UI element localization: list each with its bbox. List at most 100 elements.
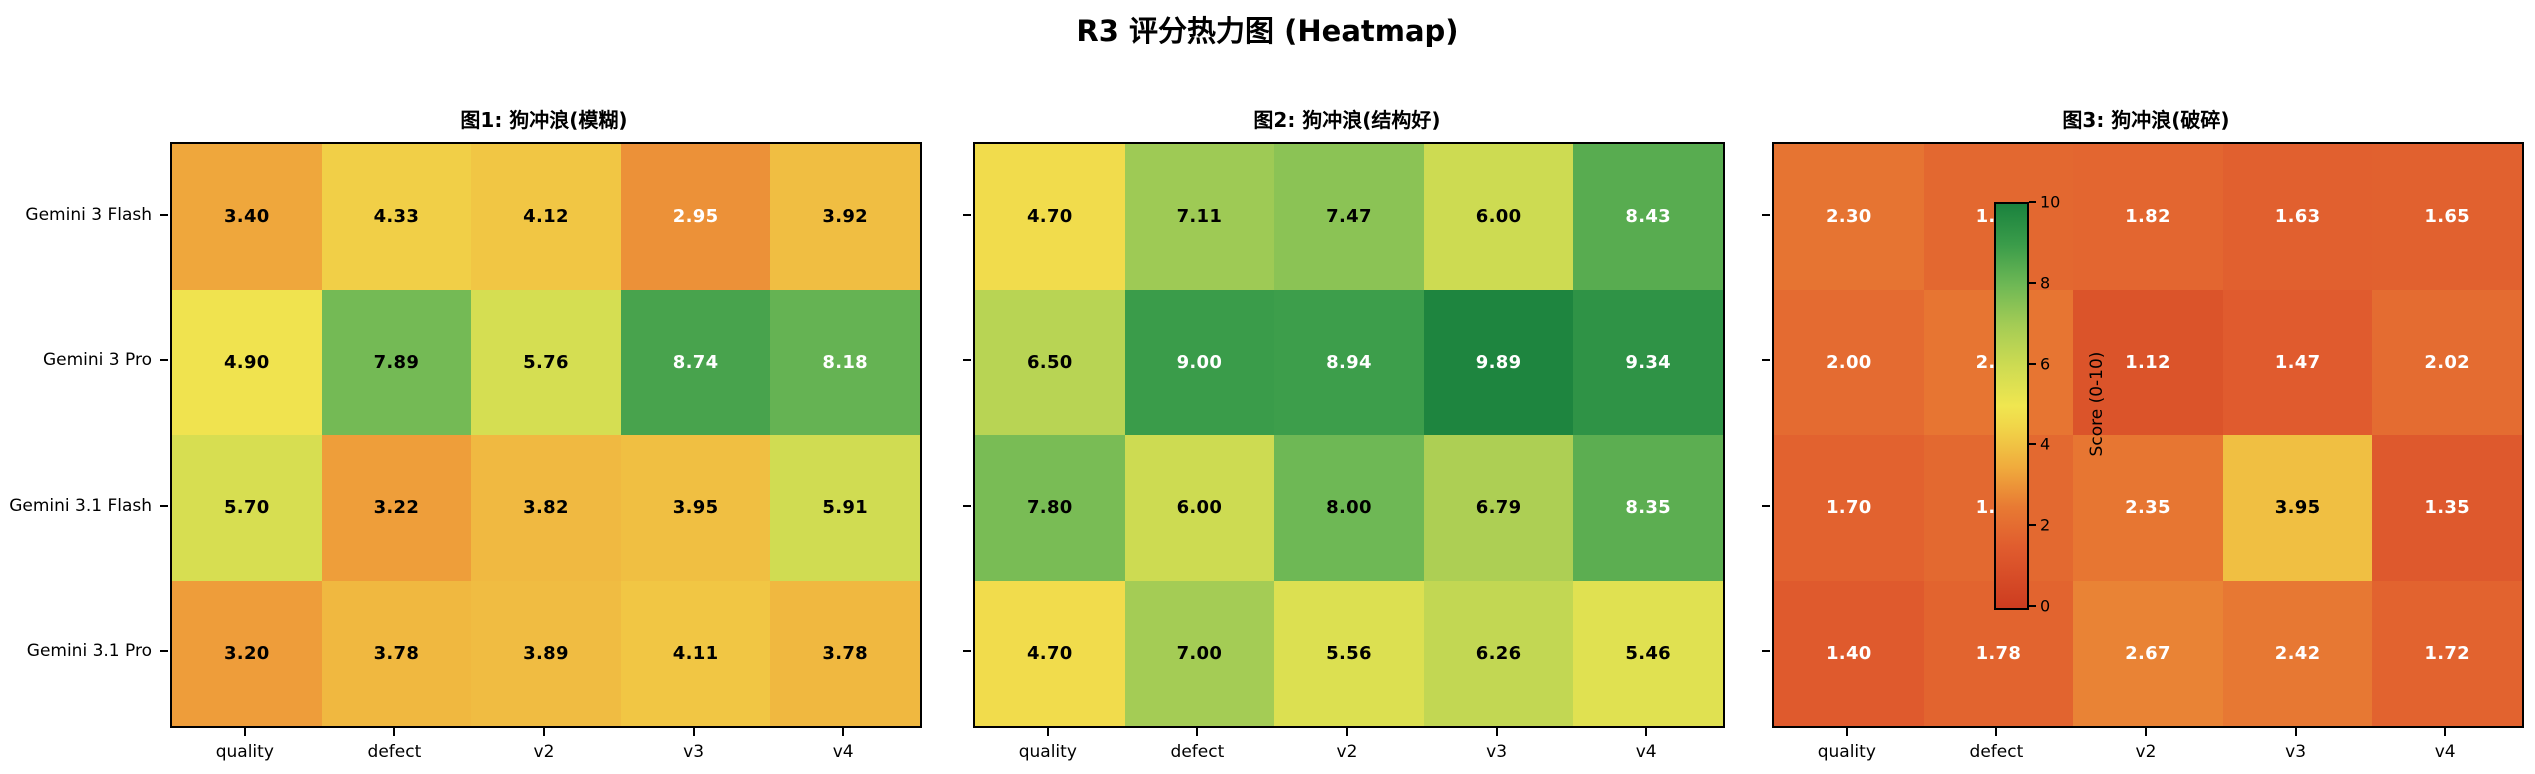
x-tick-label: v2: [533, 742, 555, 762]
heatmap-cell: 3.78: [321, 580, 472, 726]
heatmap-cell: 2.67: [2073, 580, 2223, 726]
heatmap-cell: 4.90: [172, 289, 322, 435]
heatmap-cell: 7.80: [975, 435, 1125, 581]
heatmap-cell: 2.95: [620, 144, 771, 290]
heatmap-cell: 5.46: [1573, 580, 1723, 726]
y-tick-mark: [963, 504, 971, 507]
heatmap-cell: 9.00: [1124, 289, 1275, 435]
y-tick-mark: [160, 213, 168, 216]
x-tick-mark: [842, 728, 845, 736]
y-tick-mark: [160, 504, 168, 507]
heatmap-axes: 2.30 1.90 1.82 1.63 1.65 2.00 2.32 1.12 1.47 2.02…: [1772, 142, 2524, 728]
heatmap-grid: 3.40 4.33 4.12 2.95 3.92 4.90 7.89 5.76 8.74 8.18…: [172, 144, 920, 726]
heatmap-cell: 1.65: [2372, 144, 2522, 290]
heatmap-cell: 6.79: [1423, 435, 1574, 581]
heatmap-cell: 9.89: [1423, 289, 1574, 435]
heatmap-cell: 2.30: [1774, 144, 1924, 290]
heatmap-cell: 4.33: [321, 144, 472, 290]
x-tick-mark: [2145, 728, 2147, 736]
x-tick-mark: [1346, 728, 1348, 736]
y-tick-label: Gemini 3 Pro: [42, 350, 152, 371]
heatmap-cell: 8.00: [1274, 435, 1424, 581]
x-tick-label: v4: [832, 742, 854, 762]
chart-title: R3 评分热力图 (Heatmap): [1076, 14, 1459, 48]
subplot-title: 图2: 狗冲浪(结构好): [1253, 108, 1441, 132]
heatmap-cell: 5.56: [1274, 580, 1424, 726]
heatmap-cell: 4.70: [975, 144, 1125, 290]
x-tick-mark: [692, 728, 695, 736]
x-tick-label: defect: [367, 742, 422, 762]
heatmap-cell: 1.70: [1774, 435, 1924, 581]
heatmap-cell: 1.90: [1923, 144, 2074, 290]
heatmap-cell: 2.02: [2372, 289, 2522, 435]
heatmap-cell: 6.00: [1124, 435, 1275, 581]
heatmap-cell: 1.35: [2372, 435, 2522, 581]
heatmap-cell: 8.18: [770, 289, 920, 435]
y-tick-label: Gemini 3.1 Pro: [26, 641, 152, 662]
heatmap-cell: 8.74: [620, 289, 771, 435]
heatmap-cell: 5.91: [770, 435, 920, 581]
heatmap-cell: 6.00: [1423, 144, 1574, 290]
x-tick-mark: [1196, 728, 1199, 736]
x-tick-mark: [543, 728, 545, 736]
x-tick-mark: [1995, 728, 1998, 736]
y-tick-mark: [1762, 213, 1770, 216]
x-tick-label: v4: [1635, 742, 1657, 762]
x-tick-mark: [1495, 728, 1498, 736]
y-tick-label: Gemini 3.1 Flash: [9, 495, 152, 516]
heatmap-grid: 4.70 7.11 7.47 6.00 8.43 6.50 9.00 8.94 9.89 9.34…: [975, 144, 1723, 726]
x-tick-mark: [243, 728, 246, 736]
heatmap-cell: 1.82: [2073, 144, 2223, 290]
y-tick-mark: [963, 359, 971, 362]
y-tick-mark: [1762, 359, 1770, 362]
y-tick-mark: [1762, 650, 1770, 653]
heatmap-cell: 1.78: [1923, 580, 2074, 726]
heatmap-cell: 7.89: [321, 289, 472, 435]
y-tick-mark: [160, 359, 168, 362]
heatmap-cell: 1.72: [2372, 580, 2522, 726]
heatmap-cell: 2.35: [2073, 435, 2223, 581]
heatmap-cell: 6.26: [1423, 580, 1574, 726]
heatmap-axes: 4.70 7.11 7.47 6.00 8.43 6.50 9.00 8.94 9.89 9.34…: [973, 142, 1725, 728]
x-tick-label: quality: [215, 742, 274, 762]
heatmap-cell: 2.42: [2222, 580, 2373, 726]
heatmap-cell: 1.12: [2073, 289, 2223, 435]
y-tick-mark: [963, 213, 971, 216]
subplot-title: 图3: 狗冲浪(破碎): [2062, 108, 2230, 132]
x-tick-mark: [2294, 728, 2297, 736]
heatmap-cell: 3.40: [172, 144, 322, 290]
heatmap-grid: 2.30 1.90 1.82 1.63 1.65 2.00 2.32 1.12 1.47 2.02…: [1774, 144, 2522, 726]
x-tick-label: quality: [1817, 742, 1876, 762]
heatmap-cell: 2.32: [1923, 289, 2074, 435]
y-tick-mark: [160, 650, 168, 653]
heatmap-cell: 3.82: [471, 435, 621, 581]
heatmap-cell: 7.00: [1124, 580, 1275, 726]
heatmap-cell: 4.12: [471, 144, 621, 290]
heatmap-cell: 4.11: [620, 580, 771, 726]
heatmap-cell: 3.20: [172, 580, 322, 726]
heatmap-cell: 3.89: [471, 580, 621, 726]
heatmap-cell: 5.76: [471, 289, 621, 435]
x-tick-mark: [2444, 728, 2447, 736]
y-tick-mark: [1762, 504, 1770, 507]
x-tick-mark: [1845, 728, 1848, 736]
x-tick-label: quality: [1018, 742, 1077, 762]
x-tick-label: v3: [683, 742, 705, 762]
heatmap-cell: 8.35: [1573, 435, 1723, 581]
heatmap-cell: 2.00: [1774, 289, 1924, 435]
heatmap-cell: 8.94: [1274, 289, 1424, 435]
heatmap-cell: 1.47: [2222, 289, 2373, 435]
heatmap-cell: 7.47: [1274, 144, 1424, 290]
y-tick-label: Gemini 3 Flash: [25, 204, 152, 225]
heatmap-cell: 8.43: [1573, 144, 1723, 290]
heatmap-cell: 3.22: [321, 435, 472, 581]
heatmap-cell: 1.93: [1923, 435, 2074, 581]
heatmap-cell: 7.11: [1124, 144, 1275, 290]
heatmap-cell: 3.95: [2222, 435, 2373, 581]
x-tick-mark: [1046, 728, 1049, 736]
heatmap-cell: 1.63: [2222, 144, 2373, 290]
heatmap-cell: 3.92: [770, 144, 920, 290]
heatmap-cell: 1.40: [1774, 580, 1924, 726]
x-tick-label: v4: [2434, 742, 2456, 762]
